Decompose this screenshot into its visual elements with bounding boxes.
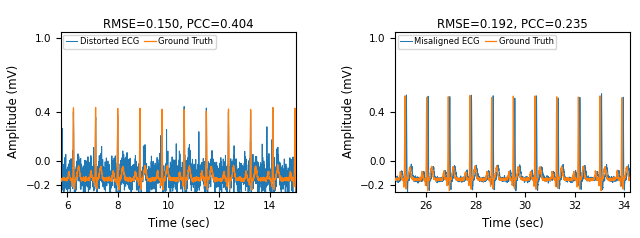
Title: RMSE=0.150, PCC=0.404: RMSE=0.150, PCC=0.404: [103, 18, 254, 31]
Distorted ECG: [146, 209, 154, 212]
Ground Truth: [608, 178, 616, 181]
Ground Truth: [285, 178, 292, 181]
Misaligned ECG: [391, 179, 399, 182]
Ground Truth: [223, 180, 230, 183]
Ground Truth: [560, 175, 568, 178]
Misaligned ECG: [554, 183, 561, 186]
Misaligned ECG: [559, 166, 567, 169]
Ground Truth: [145, 179, 153, 182]
Ground Truth: [57, 178, 65, 180]
Misaligned ECG: [451, 164, 458, 167]
Ground Truth: [292, 189, 300, 192]
Line: Distorted ECG: Distorted ECG: [61, 107, 296, 210]
Line: Ground Truth: Ground Truth: [395, 95, 630, 191]
Ground Truth: [605, 178, 613, 181]
Distorted ECG: [285, 178, 292, 181]
Misaligned ECG: [498, 178, 506, 181]
Distorted ECG: [145, 165, 153, 168]
Distorted ECG: [273, 148, 280, 150]
Ground Truth: [273, 172, 280, 175]
Title: RMSE=0.192, PCC=0.235: RMSE=0.192, PCC=0.235: [437, 18, 588, 31]
Legend: Distorted ECG, Ground Truth: Distorted ECG, Ground Truth: [63, 35, 216, 49]
Ground Truth: [92, 106, 99, 109]
Legend: Misaligned ECG, Ground Truth: Misaligned ECG, Ground Truth: [397, 35, 556, 49]
Ground Truth: [451, 172, 458, 175]
Misaligned ECG: [627, 177, 634, 179]
Ground Truth: [286, 174, 294, 177]
X-axis label: Time (sec): Time (sec): [482, 217, 543, 230]
Misaligned ECG: [598, 92, 605, 95]
Ground Truth: [627, 178, 634, 181]
Distorted ECG: [252, 159, 259, 162]
Misaligned ECG: [608, 178, 616, 181]
Ground Truth: [498, 178, 506, 181]
Ground Truth: [252, 168, 259, 171]
Distorted ECG: [223, 171, 230, 174]
Line: Misaligned ECG: Misaligned ECG: [395, 94, 630, 192]
Y-axis label: Amplitude (mV): Amplitude (mV): [7, 65, 20, 159]
Distorted ECG: [180, 105, 188, 108]
Ground Truth: [424, 189, 431, 192]
Ground Truth: [466, 94, 474, 97]
Distorted ECG: [57, 173, 65, 176]
Misaligned ECG: [404, 191, 412, 193]
Y-axis label: Amplitude (mV): Amplitude (mV): [342, 65, 355, 159]
Misaligned ECG: [605, 177, 613, 180]
Ground Truth: [554, 175, 561, 178]
Ground Truth: [391, 177, 399, 179]
Distorted ECG: [292, 182, 300, 184]
Distorted ECG: [286, 156, 294, 159]
X-axis label: Time (sec): Time (sec): [148, 217, 209, 230]
Line: Ground Truth: Ground Truth: [61, 108, 296, 190]
